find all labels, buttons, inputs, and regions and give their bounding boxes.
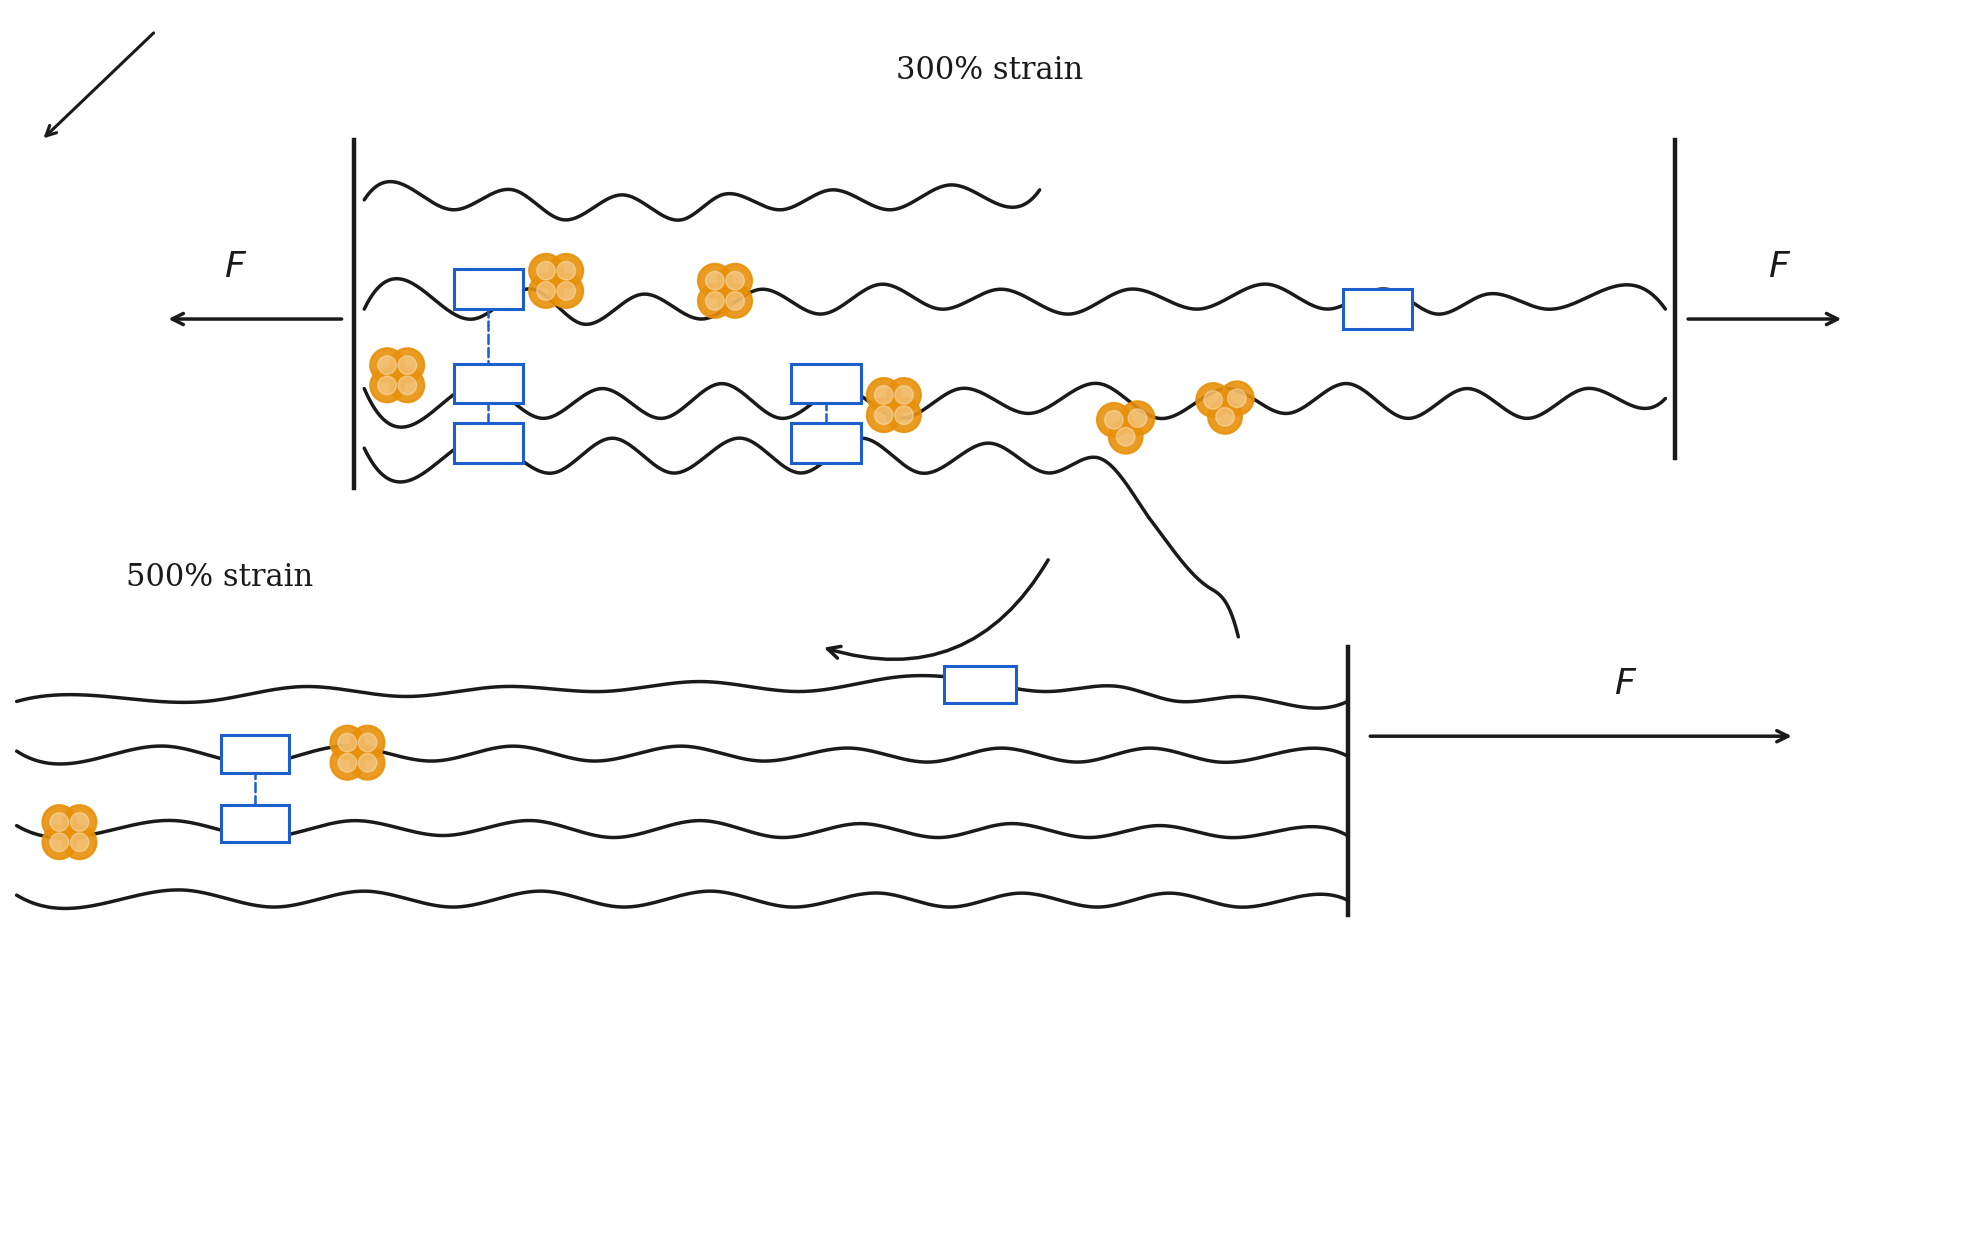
Circle shape [537,261,554,280]
Circle shape [895,406,913,424]
Circle shape [1216,407,1234,427]
Circle shape [556,282,576,301]
Circle shape [1196,383,1230,417]
Text: $F$: $F$ [1614,668,1637,701]
Circle shape [50,833,69,851]
Circle shape [1109,419,1142,454]
Circle shape [705,271,725,289]
Circle shape [529,275,562,308]
Bar [453,423,523,463]
Circle shape [358,753,376,772]
Circle shape [867,398,901,432]
Circle shape [705,292,725,310]
Circle shape [350,726,384,760]
Circle shape [719,263,752,298]
Circle shape [537,282,554,301]
Circle shape [548,275,584,308]
Circle shape [378,356,396,375]
Circle shape [1204,391,1222,409]
Bar [453,364,523,403]
Circle shape [1097,403,1131,437]
Circle shape [556,261,576,280]
Circle shape [1105,411,1123,429]
Text: 500% strain: 500% strain [127,562,313,593]
Circle shape [887,398,921,432]
Text: 300% strain: 300% strain [897,56,1083,87]
Circle shape [1208,400,1241,434]
Circle shape [875,406,893,424]
Circle shape [390,369,424,402]
Circle shape [727,292,744,310]
Circle shape [398,376,416,395]
Circle shape [370,349,404,382]
Bar [222,805,289,842]
Circle shape [331,726,364,760]
FancyArrowPatch shape [828,560,1047,659]
Bar [792,364,861,403]
Circle shape [42,825,75,860]
Circle shape [69,833,89,851]
Circle shape [63,825,97,860]
Circle shape [63,805,97,839]
Circle shape [69,813,89,831]
Bar [453,270,523,309]
Text: $F$: $F$ [224,250,248,285]
Circle shape [370,369,404,402]
Circle shape [887,379,921,412]
Circle shape [339,734,356,752]
Circle shape [1121,401,1154,435]
Circle shape [390,349,424,382]
Circle shape [895,386,913,404]
Circle shape [719,285,752,318]
Circle shape [1117,428,1135,447]
Circle shape [339,753,356,772]
Circle shape [50,813,69,831]
Circle shape [42,805,75,839]
Circle shape [331,746,364,779]
Bar [222,735,289,773]
Bar [1342,289,1412,329]
Text: $F$: $F$ [1768,250,1792,285]
Circle shape [350,746,384,779]
Circle shape [699,285,733,318]
Circle shape [875,386,893,404]
Circle shape [529,254,562,288]
Circle shape [867,379,901,412]
Bar [944,666,1016,704]
Circle shape [398,356,416,375]
Circle shape [727,271,744,289]
Bar [792,423,861,463]
Circle shape [548,254,584,288]
Circle shape [1220,381,1253,416]
Circle shape [699,263,733,298]
Circle shape [358,734,376,752]
Circle shape [378,376,396,395]
Circle shape [1228,388,1245,407]
Circle shape [1129,409,1146,428]
